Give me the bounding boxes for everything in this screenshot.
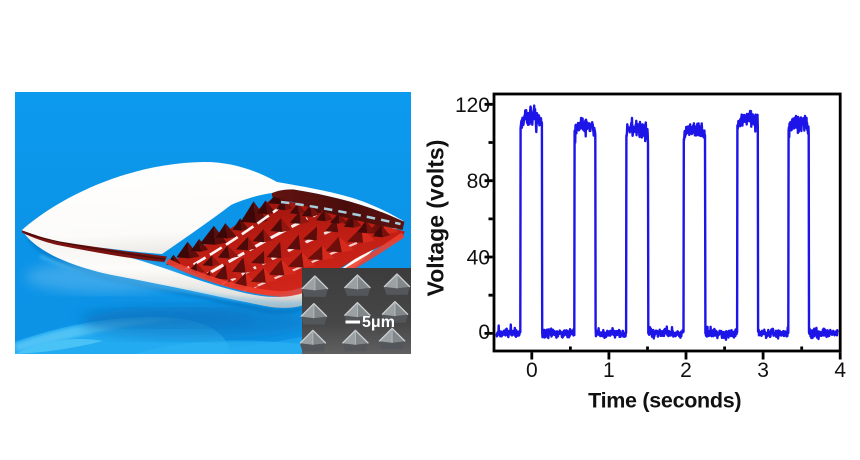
svg-text:0: 0 xyxy=(526,359,538,382)
svg-text:2: 2 xyxy=(680,359,692,382)
svg-text:1: 1 xyxy=(603,359,615,382)
svg-text:120: 120 xyxy=(455,94,490,117)
svg-text:3: 3 xyxy=(757,359,769,382)
svg-text:Time (seconds): Time (seconds) xyxy=(588,389,741,413)
svg-text:80: 80 xyxy=(467,170,490,193)
svg-text:4: 4 xyxy=(834,359,846,382)
svg-text:40: 40 xyxy=(467,247,490,270)
svg-text:5μm: 5μm xyxy=(362,314,395,331)
svg-text:0: 0 xyxy=(478,321,490,344)
svg-text:Voltage (volts): Voltage (volts) xyxy=(423,140,449,297)
